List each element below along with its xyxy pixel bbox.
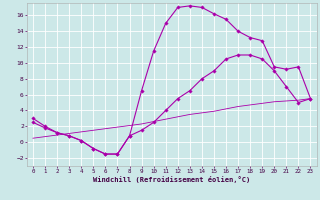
X-axis label: Windchill (Refroidissement éolien,°C): Windchill (Refroidissement éolien,°C)	[93, 176, 250, 183]
